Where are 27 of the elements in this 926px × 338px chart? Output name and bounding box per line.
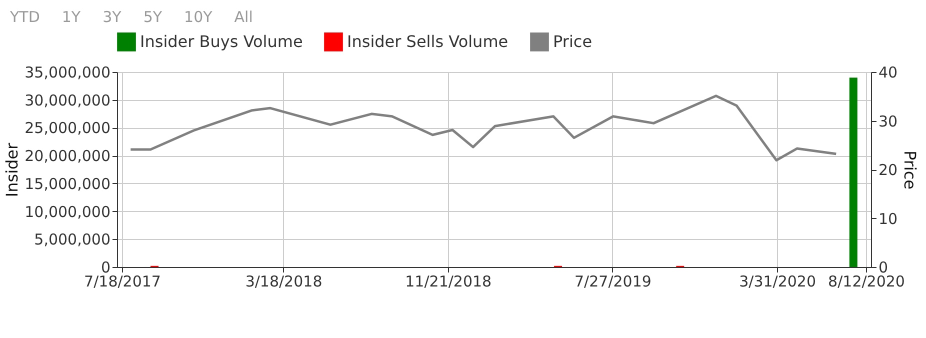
y-tick-label: 20,000,000 — [24, 147, 110, 166]
range-button[interactable]: YTD — [10, 8, 40, 26]
range-button[interactable]: All — [234, 8, 253, 26]
legend-label: Price — [553, 32, 592, 51]
y-tick-label: 25,000,000 — [24, 119, 110, 138]
x-tick-label: 11/21/2018 — [405, 272, 492, 290]
y2-tick-label: 20 — [878, 161, 898, 179]
y-tick-label: 10,000,000 — [24, 202, 110, 221]
y2-axis-title: Price — [900, 150, 920, 190]
range-button[interactable]: 10Y — [184, 8, 212, 26]
x-tick-label: 3/18/2018 — [245, 272, 322, 290]
x-tick-label: 3/31/2020 — [739, 272, 816, 290]
range-button[interactable]: 1Y — [62, 8, 81, 26]
legend-label: Insider Sells Volume — [347, 32, 508, 51]
y-tick-label: 5,000,000 — [34, 230, 110, 249]
y-tick-label: 15,000,000 — [24, 174, 110, 193]
y2-tick-label: 10 — [878, 210, 898, 228]
range-button[interactable]: 5Y — [143, 8, 162, 26]
y2-tick-label: 30 — [878, 112, 898, 130]
y-tick-label: 30,000,000 — [24, 91, 110, 110]
y-tick-label: 35,000,000 — [24, 64, 110, 82]
line-series — [129, 94, 838, 162]
range-button[interactable]: 3Y — [102, 8, 122, 26]
y-axis-title: Insider — [2, 142, 22, 198]
y2-tick-label: 40 — [878, 64, 898, 82]
legend-label: Insider Buys Volume — [140, 32, 303, 51]
x-tick-label: 7/27/2019 — [574, 272, 652, 290]
